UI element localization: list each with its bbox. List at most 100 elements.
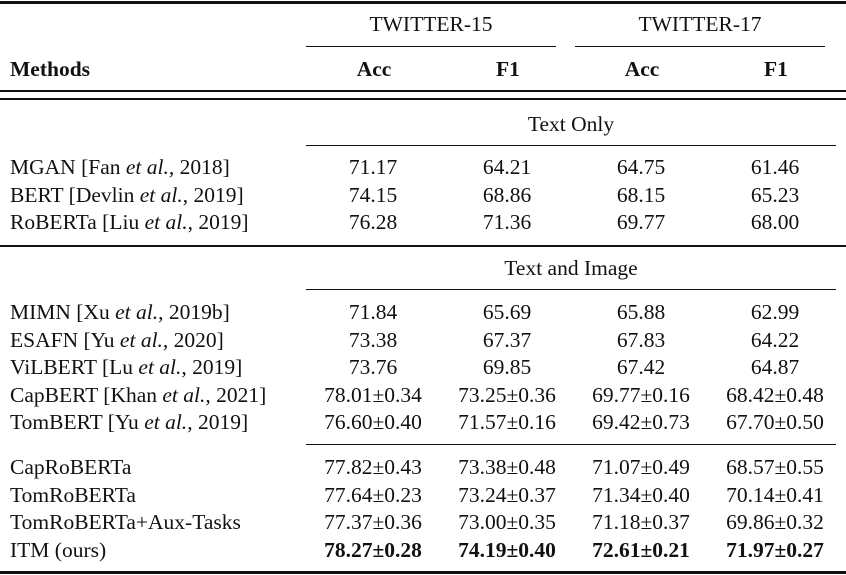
bottom-rule: [0, 571, 846, 574]
citation-year: , 2019b]: [158, 300, 230, 324]
citation: [Yu: [107, 410, 145, 434]
header-double-rule-1: [0, 90, 846, 92]
citation-year: , 2019]: [187, 210, 249, 234]
value-cell: 64.87: [750, 355, 800, 379]
header-double-rule-2: [0, 98, 846, 100]
value-cell: 64.21: [482, 155, 532, 179]
value-cell: 78.01±0.34: [324, 382, 422, 407]
methods-header: Methods: [10, 57, 91, 81]
group-header-twitter15: TWITTER-15: [369, 12, 493, 36]
citation: [Liu: [102, 210, 145, 234]
method-label: TomBERT: [10, 410, 103, 434]
method-name: ITM (ours): [10, 537, 106, 563]
citation-year: , 2019]: [187, 410, 249, 434]
value-cell: 69.86±0.32: [726, 510, 824, 534]
method-name: ViLBERT [Lu et al., 2019]: [10, 354, 242, 380]
value-cell: 62.99: [750, 300, 800, 324]
section-title-text-and-image: Text and Image: [504, 256, 638, 280]
method-name: RoBERTa [Liu et al., 2019]: [10, 209, 249, 235]
value-cell: 76.60±0.40: [324, 410, 422, 434]
method-label: TomRoBERTa: [10, 482, 136, 507]
citation-etal: et al.: [125, 155, 169, 179]
value-cell: 73.25±0.36: [458, 382, 556, 407]
value-cell: 68.57±0.55: [726, 455, 824, 479]
value-cell: 65.23: [750, 182, 800, 207]
citation-year: , 2019]: [181, 355, 243, 379]
method-name: CapRoBERTa: [10, 454, 131, 480]
value-cell: 78.27±0.28: [324, 537, 422, 562]
method-label: MIMN: [10, 300, 71, 324]
value-cell: 67.42: [616, 355, 666, 379]
citation: [Yu: [83, 327, 120, 352]
value-cell: 71.07±0.49: [592, 455, 690, 479]
method-name: BERT [Devlin et al., 2019]: [10, 182, 244, 208]
value-cell: 71.36: [482, 210, 532, 234]
method-label: CapRoBERTa: [10, 455, 132, 479]
citation: [Khan: [103, 382, 163, 407]
citation-etal: et al.: [138, 355, 182, 379]
citation-etal: et al.: [144, 410, 188, 434]
cmidrule-text-image: [306, 289, 836, 291]
method-label: MGAN: [10, 155, 76, 179]
citation-year: , 2018]: [168, 155, 230, 179]
method-label: RoBERTa: [10, 210, 97, 234]
method-name: TomRoBERTa: [10, 482, 136, 508]
value-cell: 73.76: [348, 355, 398, 379]
col-header-t17-f1: F1: [764, 57, 788, 81]
value-cell: 67.37: [482, 327, 532, 352]
citation-etal: et al.: [115, 300, 159, 324]
value-cell: 77.64±0.23: [324, 482, 422, 507]
method-label: TomRoBERTa+Aux-Tasks: [10, 510, 241, 534]
value-cell: 74.19±0.40: [458, 537, 556, 562]
value-cell: 68.00: [750, 210, 800, 234]
value-cell: 70.14±0.41: [726, 482, 824, 507]
method-name: CapBERT [Khan et al., 2021]: [10, 382, 266, 408]
value-cell: 73.24±0.37: [458, 482, 556, 507]
value-cell: 74.15: [348, 182, 398, 207]
value-cell: 65.88: [616, 300, 666, 324]
midrule-1: [0, 245, 846, 247]
value-cell: 68.15: [616, 182, 666, 207]
value-cell: 71.18±0.37: [592, 510, 690, 534]
citation-year: , 2019]: [182, 182, 244, 207]
citation-etal: et al.: [162, 382, 206, 407]
top-rule: [0, 1, 846, 4]
method-label: ITM (ours): [10, 537, 107, 562]
value-cell: 69.85: [482, 355, 532, 379]
value-cell: 71.17: [348, 155, 398, 179]
cmidrule-ours: [306, 444, 836, 446]
citation-year: , 2020]: [162, 327, 224, 352]
group-header-twitter17: TWITTER-17: [638, 12, 762, 36]
value-cell: 73.38±0.48: [458, 455, 556, 479]
cmidrule-twitter17: [575, 46, 825, 48]
section-title-text-only: Text Only: [527, 112, 615, 136]
col-header-t17-acc: Acc: [624, 57, 660, 81]
value-cell: 77.37±0.36: [324, 510, 422, 534]
value-cell: 76.28: [348, 210, 398, 234]
col-header-t15-acc: Acc: [356, 57, 392, 81]
cmidrule-text-only: [306, 145, 836, 147]
citation: [Fan: [81, 155, 126, 179]
value-cell: 67.83: [616, 327, 666, 352]
citation-etal: et al.: [144, 210, 188, 234]
value-cell: 68.42±0.48: [726, 382, 824, 407]
value-cell: 67.70±0.50: [726, 410, 824, 434]
value-cell: 73.38: [348, 327, 398, 352]
method-name: TomRoBERTa+Aux-Tasks: [10, 509, 241, 535]
citation-etal: et al.: [119, 327, 163, 352]
col-header-t15-f1: F1: [496, 57, 520, 81]
value-cell: 71.57±0.16: [458, 410, 556, 434]
citation: [Devlin: [68, 182, 140, 207]
method-label: BERT: [10, 182, 64, 207]
value-cell: 69.77: [616, 210, 666, 234]
value-cell: 68.86: [482, 182, 532, 207]
method-name: TomBERT [Yu et al., 2019]: [10, 409, 248, 435]
method-name: MGAN [Fan et al., 2018]: [10, 154, 230, 180]
value-cell: 72.61±0.21: [592, 537, 690, 562]
method-name: MIMN [Xu et al., 2019b]: [10, 299, 230, 325]
value-cell: 69.77±0.16: [592, 382, 690, 407]
citation: [Lu: [101, 355, 139, 379]
value-cell: 64.22: [750, 327, 800, 352]
method-label: ESAFN: [10, 327, 79, 352]
method-name: ESAFN [Yu et al., 2020]: [10, 327, 224, 353]
